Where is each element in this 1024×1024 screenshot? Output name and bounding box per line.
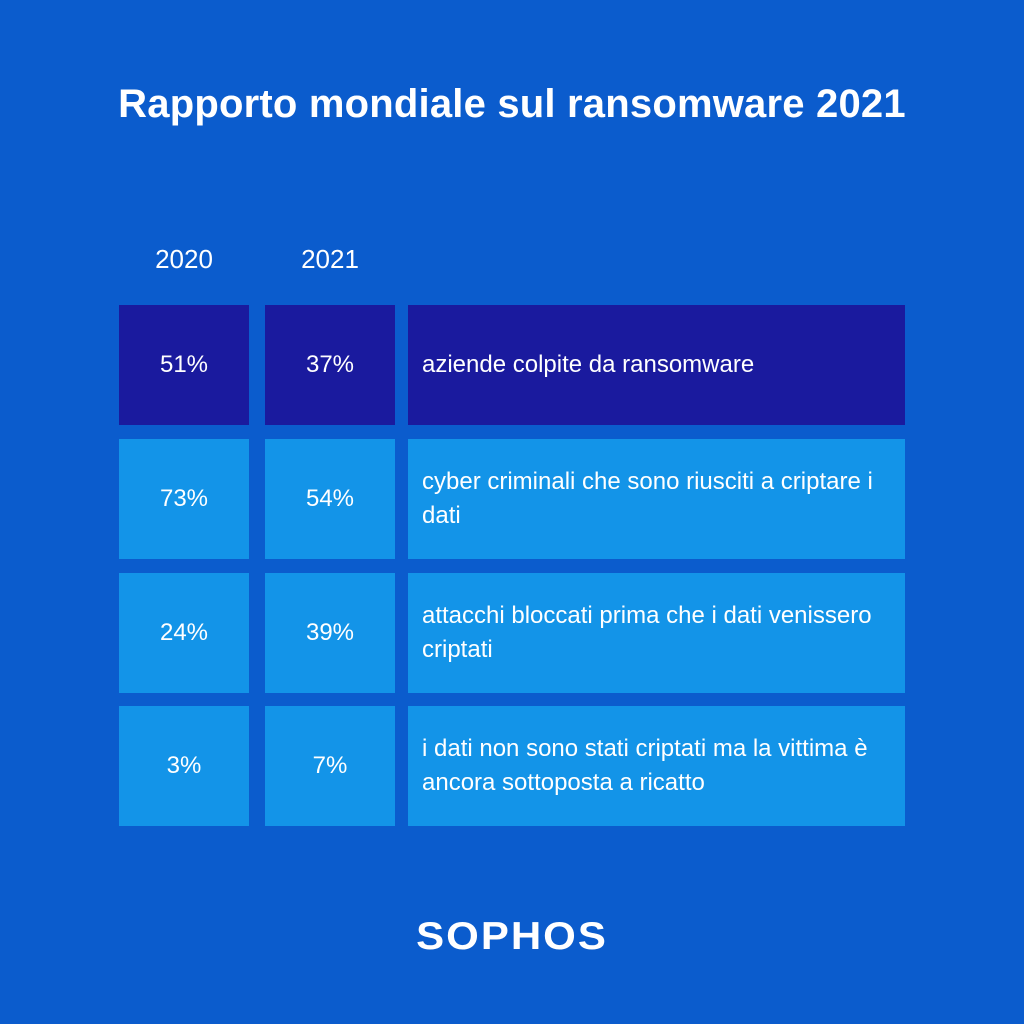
table-cell-2021: 37%	[265, 305, 395, 425]
table-cell-2020: 51%	[119, 305, 249, 425]
table-cell-2020: 73%	[119, 439, 249, 559]
table-cell-2021: 39%	[265, 573, 395, 693]
table-cell-label: cyber criminali che sono riusciti a crip…	[408, 439, 905, 559]
sophos-logo: SOPHOS	[416, 913, 608, 958]
column-header-2020: 2020	[155, 244, 213, 274]
table-cell-2021: 54%	[265, 439, 395, 559]
page-title: Rapporto mondiale sul ransomware 2021	[118, 82, 906, 126]
table-cell-label: aziende colpite da ransomware	[408, 305, 905, 425]
table-cell-label: i dati non sono stati criptati ma la vit…	[408, 706, 905, 826]
table-cell-2020: 3%	[119, 706, 249, 826]
table-cell-2021: 7%	[265, 706, 395, 826]
table-cell-2020: 24%	[119, 573, 249, 693]
table-cell-label: attacchi bloccati prima che i dati venis…	[408, 573, 905, 693]
column-header-2021: 2021	[301, 244, 359, 274]
